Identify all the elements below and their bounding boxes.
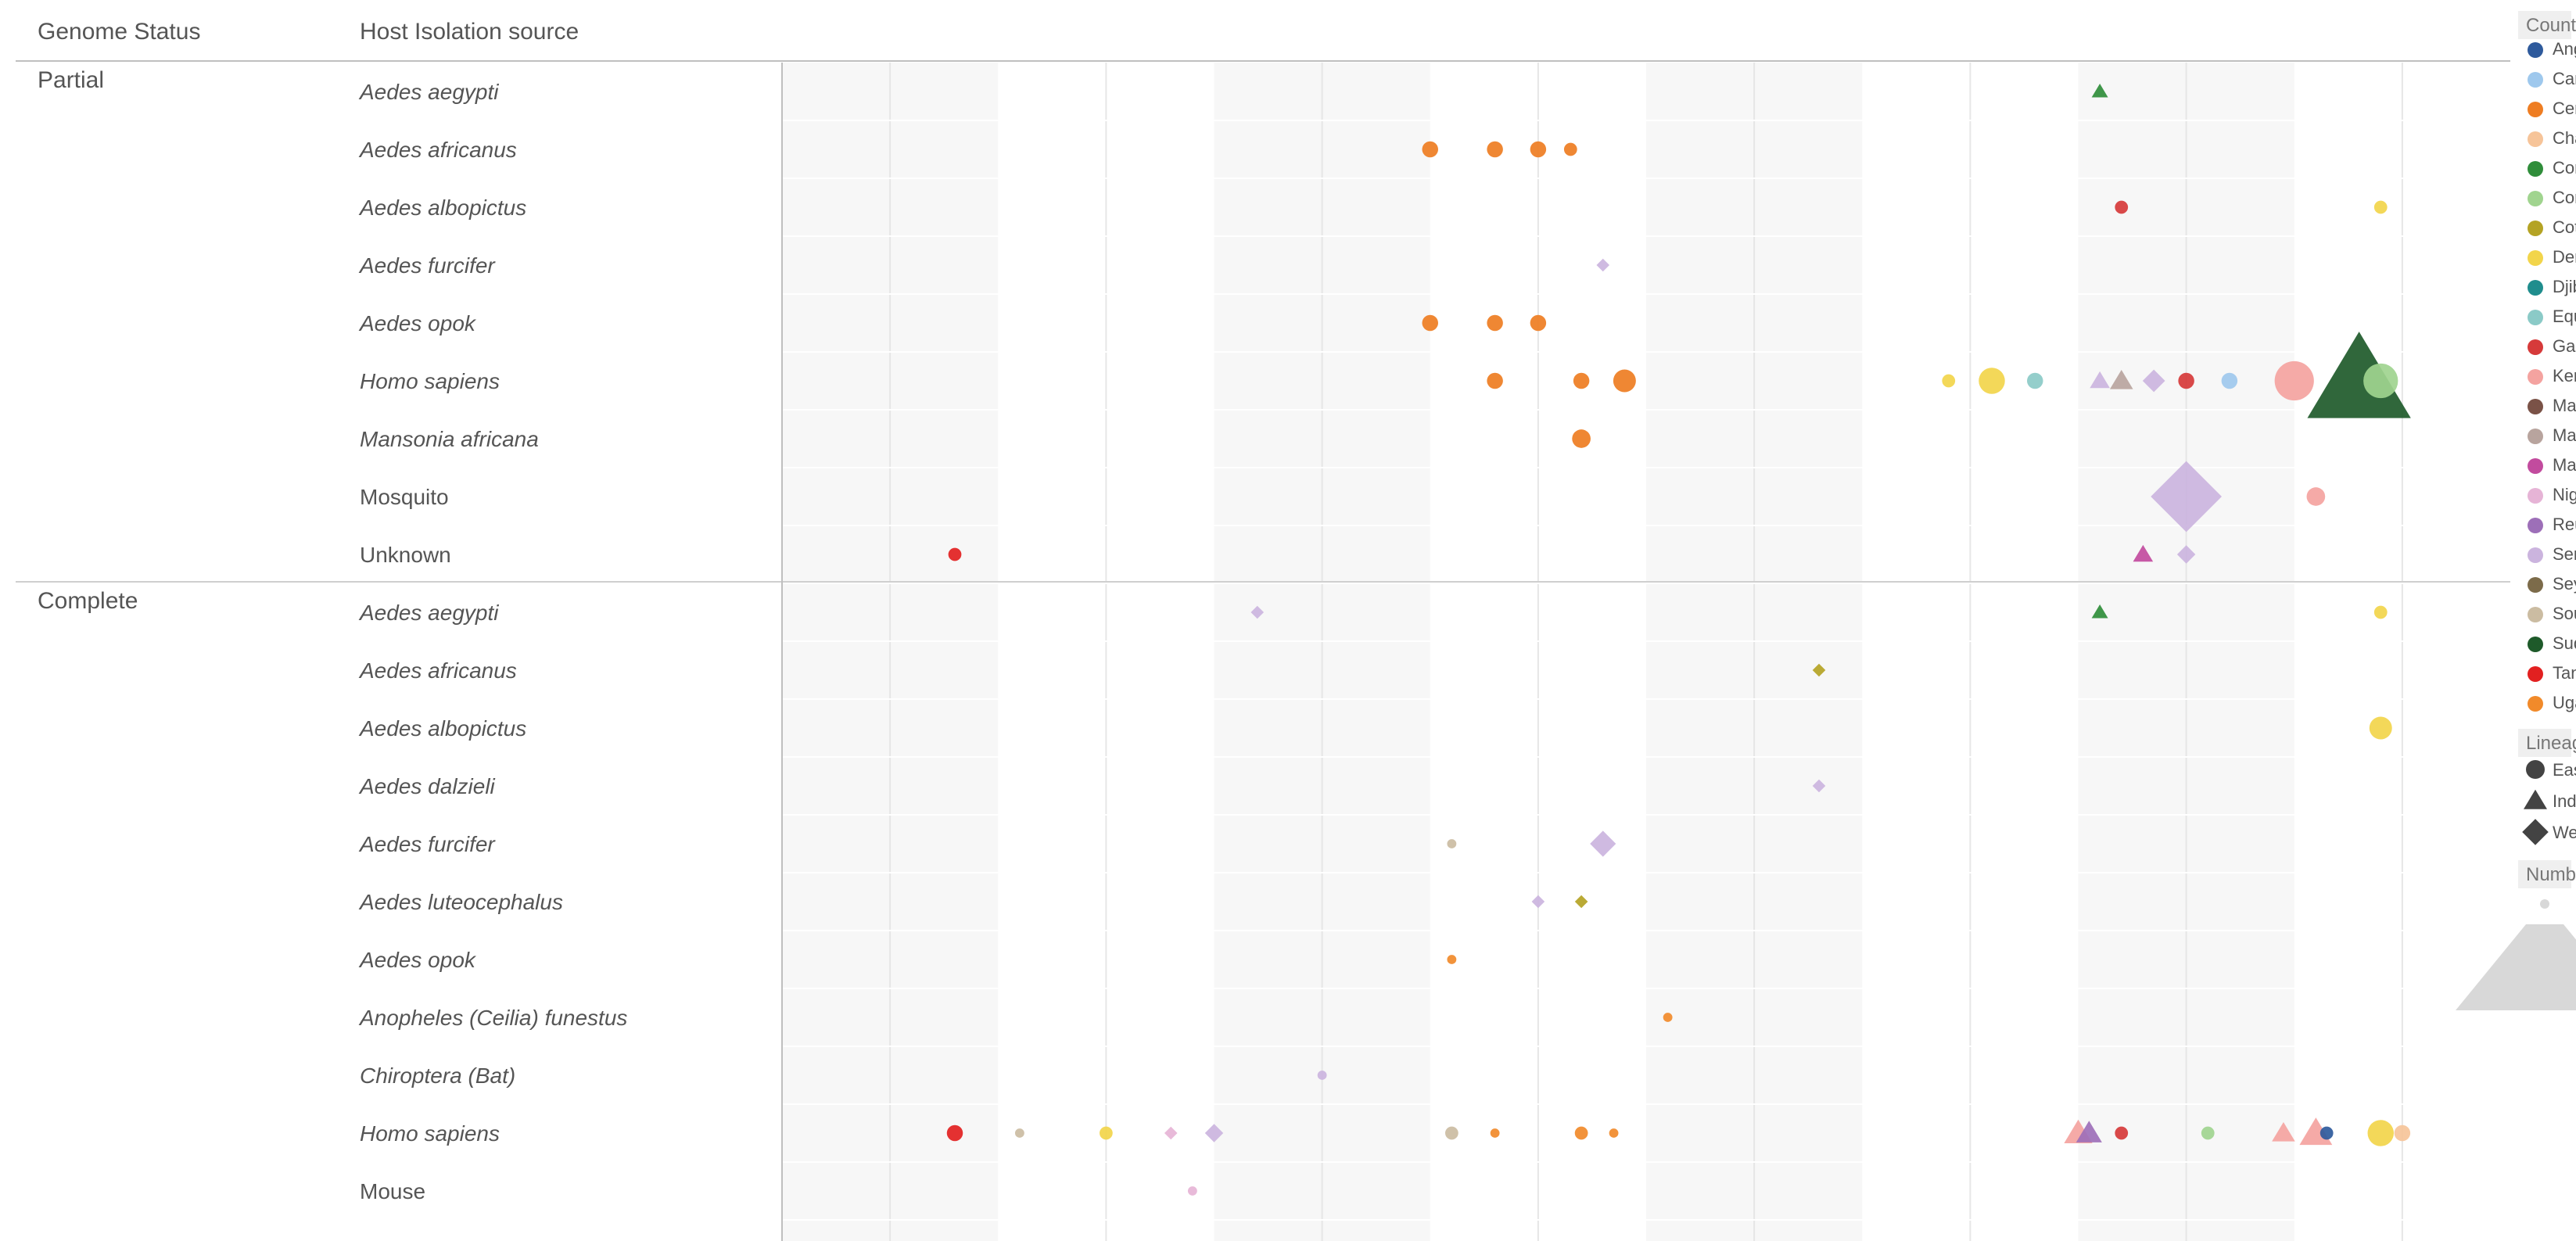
legend-lineage-WAL: West African Lineage [2553,823,2576,842]
row-label-p_homo: Homo sapiens [360,369,500,393]
row-label-p_albopictus: Aedes albopictus [358,195,526,220]
row-label-c_furcifer: Aedes furcifer [358,832,496,856]
row-label-c_homo: Homo sapiens [360,1121,500,1146]
row-label-c_mouse: Mouse [360,1179,425,1203]
legend-country-Cameroon: Cameroon [2553,69,2576,88]
legend-country-CI: Cote d'Ivoire [2553,217,2576,237]
legend-country-Sudan: Sudan [2553,633,2576,653]
legend-country-Angola: Angola [2553,39,2576,59]
header-status: Genome Status [38,19,200,45]
legend-country-SouthAfrica: South Africa [2553,604,2576,623]
row-label-p_mosquito: Mosquito [360,485,449,509]
legend-title-size: Number of Genomes [2526,864,2576,885]
row-label-p_unknown: Unknown [360,543,451,567]
row-label-c_anopheles: Anopheles (Ceilia) funestus [358,1006,627,1030]
row-label-c_opok: Aedes opok [358,948,477,972]
row-label-p_africanus: Aedes africanus [358,138,517,162]
legend-country-DRC: Democratic Republic of the Congo [2553,247,2576,267]
chart-canvas: Genome Status Host Isolation source Partia… [0,0,2576,1241]
chart-root: Genome Status Host Isolation source Partia… [0,0,2576,1241]
row-label-c_dalzieli: Aedes dalzieli [358,774,496,798]
legend-country-Madagascar: Madagascar [2553,396,2576,415]
legend-country-Uganda: Uganda [2553,693,2576,712]
legend-country-Mayotte: Mayotte [2553,455,2576,475]
row-label-c_unknown: Unknown [360,1237,451,1241]
legend-country-Gabon: Gabon [2553,336,2576,356]
status-Partial: Partial [38,67,104,93]
legend-country-Mauritius: Mauritius [2553,425,2576,445]
legend-country-EqGuinea: Equatorial Guinea [2553,307,2576,326]
row-label-c_bat: Chiroptera (Bat) [360,1063,515,1088]
legend-country-Tanzania: Tanzania [2553,663,2576,683]
header-host: Host Isolation source [360,19,579,45]
legend-country-Reunion: Reunion [2553,515,2576,534]
legend-title-lineages: Lineages [2526,733,2576,754]
legend-country-CAR: Central African Republic [2553,99,2576,118]
legend-country-Kenya: Kenya [2553,366,2576,386]
legend-country-Seychelles: Seychelles [2553,574,2576,594]
legend-country-Djibouti: Djibouti [2553,277,2576,296]
chart-svg: Genome Status Host Isolation source Partia… [0,0,2576,1241]
row-label-p_mansonia: Mansonia africana [360,427,539,451]
row-label-p_opok: Aedes opok [358,311,477,335]
legend-country-Comoros: Comoros [2553,158,2576,178]
legend-country-Nigeria: Nigeria [2553,485,2576,504]
legend-lineage-IOL: Indian Ocean Lineage [2553,791,2576,811]
status-Complete: Complete [38,588,138,614]
row-label-p_aegypti: Aedes aegypti [358,80,499,104]
legend-country-Senegal: Senegal [2553,544,2576,564]
legend-country-Chad: Chad [2553,128,2576,148]
legend-title-country: Country [2526,15,2576,36]
row-label-c_luteocephalus: Aedes luteocephalus [358,890,563,914]
row-label-p_furcifer: Aedes furcifer [358,253,496,278]
row-label-c_africanus: Aedes africanus [358,658,517,683]
row-label-c_albopictus: Aedes albopictus [358,716,526,741]
legend-country-Congo: Congo [2553,188,2576,207]
row-label-c_aegypti: Aedes aegypti [358,601,499,625]
legend-lineage-ECSA: East-Central-South-African [2553,760,2576,780]
